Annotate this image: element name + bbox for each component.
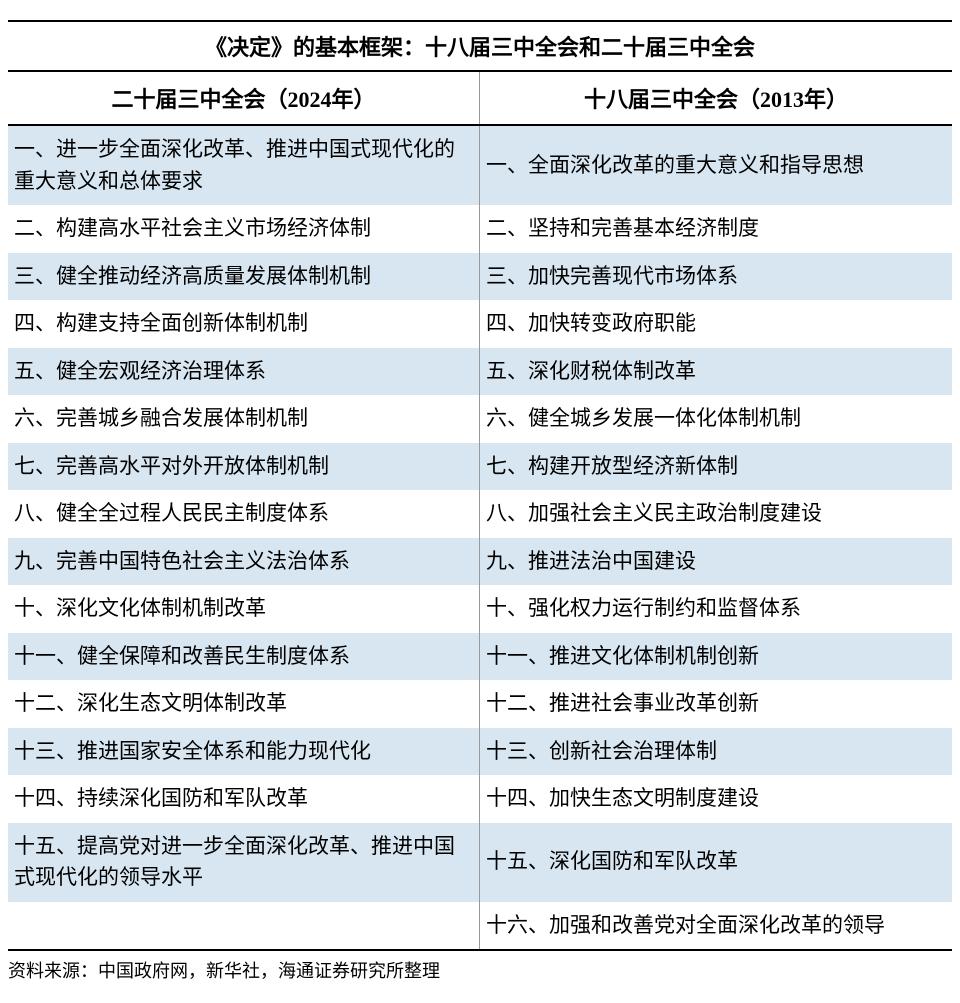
table-cell-left: 一、进一步全面深化改革、推进中国式现代化的重大意义和总体要求 [8, 126, 480, 205]
table-cell-right: 十二、推进社会事业改革创新 [480, 680, 952, 728]
table-cell-left: 十一、健全保障和改善民生制度体系 [8, 633, 480, 681]
table-row: 十五、提高党对进一步全面深化改革、推进中国式现代化的领导水平十五、深化国防和军队… [8, 823, 952, 902]
column-header-left: 二十届三中全会（2024年） [8, 72, 480, 124]
table-cell-right: 十五、深化国防和军队改革 [480, 823, 952, 902]
table-cell-right: 十六、加强和改善党对全面深化改革的领导 [480, 902, 952, 950]
table-cell-right: 二、坚持和完善基本经济制度 [480, 205, 952, 253]
table-row: 一、进一步全面深化改革、推进中国式现代化的重大意义和总体要求一、全面深化改革的重… [8, 126, 952, 205]
table-row: 七、完善高水平对外开放体制机制七、构建开放型经济新体制 [8, 443, 952, 491]
table-cell-left: 十三、推进国家安全体系和能力现代化 [8, 728, 480, 776]
table-cell-right: 十四、加快生态文明制度建设 [480, 775, 952, 823]
table-cell-right: 七、构建开放型经济新体制 [480, 443, 952, 491]
table-row: 六、完善城乡融合发展体制机制六、健全城乡发展一体化体制机制 [8, 395, 952, 443]
table-cell-left: 三、健全推动经济高质量发展体制机制 [8, 253, 480, 301]
table-row: 五、健全宏观经济治理体系五、深化财税体制改革 [8, 348, 952, 396]
table-row: 八、健全全过程人民民主制度体系八、加强社会主义民主政治制度建设 [8, 490, 952, 538]
table-row: 十四、持续深化国防和军队改革十四、加快生态文明制度建设 [8, 775, 952, 823]
table-cell-left: 四、构建支持全面创新体制机制 [8, 300, 480, 348]
table-cell-right: 八、加强社会主义民主政治制度建设 [480, 490, 952, 538]
table-row: 四、构建支持全面创新体制机制四、加快转变政府职能 [8, 300, 952, 348]
table-cell-left: 七、完善高水平对外开放体制机制 [8, 443, 480, 491]
table-cell-left: 十四、持续深化国防和军队改革 [8, 775, 480, 823]
table-cell-right: 十三、创新社会治理体制 [480, 728, 952, 776]
table-row: 十二、深化生态文明体制改革十二、推进社会事业改革创新 [8, 680, 952, 728]
column-header-right: 十八届三中全会（2013年） [480, 72, 952, 124]
table-row: 十、深化文化体制机制改革十、强化权力运行制约和监督体系 [8, 585, 952, 633]
table-row: 三、健全推动经济高质量发展体制机制三、加快完善现代市场体系 [8, 253, 952, 301]
table-cell-left: 二、构建高水平社会主义市场经济体制 [8, 205, 480, 253]
table-cell-left: 六、完善城乡融合发展体制机制 [8, 395, 480, 443]
source-label: 资料来源：中国政府网，新华社，海通证券研究所整理 [8, 951, 952, 983]
table-cell-left: 十五、提高党对进一步全面深化改革、推进中国式现代化的领导水平 [8, 823, 480, 902]
table-cell-right: 四、加快转变政府职能 [480, 300, 952, 348]
table-cell-left [8, 902, 480, 950]
table-cell-right: 五、深化财税体制改革 [480, 348, 952, 396]
table-cell-right: 三、加快完善现代市场体系 [480, 253, 952, 301]
table-header-row: 二十届三中全会（2024年） 十八届三中全会（2013年） [8, 72, 952, 126]
table-cell-right: 一、全面深化改革的重大意义和指导思想 [480, 126, 952, 205]
table-cell-left: 五、健全宏观经济治理体系 [8, 348, 480, 396]
table-title: 《决定》的基本框架：十八届三中全会和二十届三中全会 [8, 20, 952, 72]
table-cell-right: 十一、推进文化体制机制创新 [480, 633, 952, 681]
comparison-table: 《决定》的基本框架：十八届三中全会和二十届三中全会 二十届三中全会（2024年）… [8, 20, 952, 983]
table-row: 十三、推进国家安全体系和能力现代化十三、创新社会治理体制 [8, 728, 952, 776]
table-row: 二、构建高水平社会主义市场经济体制二、坚持和完善基本经济制度 [8, 205, 952, 253]
table-cell-left: 十、深化文化体制机制改革 [8, 585, 480, 633]
table-row: 十一、健全保障和改善民生制度体系十一、推进文化体制机制创新 [8, 633, 952, 681]
table-cell-right: 十、强化权力运行制约和监督体系 [480, 585, 952, 633]
table-cell-right: 九、推进法治中国建设 [480, 538, 952, 586]
table-cell-left: 十二、深化生态文明体制改革 [8, 680, 480, 728]
table-cell-right: 六、健全城乡发展一体化体制机制 [480, 395, 952, 443]
table-row: 九、完善中国特色社会主义法治体系九、推进法治中国建设 [8, 538, 952, 586]
table-cell-left: 八、健全全过程人民民主制度体系 [8, 490, 480, 538]
table-cell-left: 九、完善中国特色社会主义法治体系 [8, 538, 480, 586]
table-body: 一、进一步全面深化改革、推进中国式现代化的重大意义和总体要求一、全面深化改革的重… [8, 126, 952, 951]
table-row: 十六、加强和改善党对全面深化改革的领导 [8, 902, 952, 952]
